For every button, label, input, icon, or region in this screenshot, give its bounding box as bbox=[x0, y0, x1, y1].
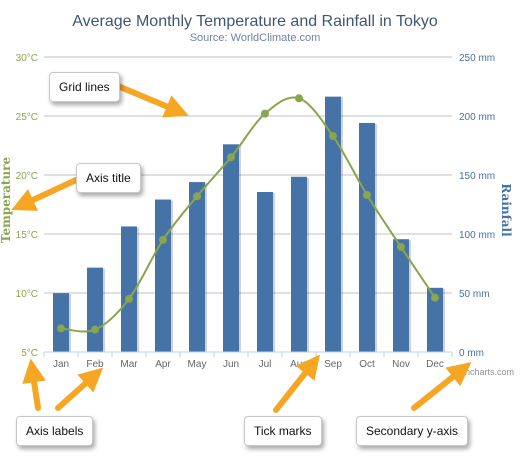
rainfall-bar bbox=[189, 182, 205, 352]
arrow-tick-marks bbox=[273, 354, 320, 413]
rainfall-bar bbox=[87, 267, 103, 352]
temperature-point bbox=[193, 192, 201, 201]
arrow-axis-labels-b bbox=[55, 367, 104, 411]
axis-layer: 5°C 0 mm 10°C 50 mm 15°C 100 mm 20°C 150 mm 25°C… bbox=[16, 53, 495, 370]
temperature-point bbox=[329, 132, 337, 141]
y-left-tick-label: 5°C bbox=[21, 348, 38, 359]
arrow-axis-title bbox=[11, 177, 79, 211]
x-tick-label: May bbox=[188, 359, 207, 370]
callout-tick-marks: Tick marks bbox=[244, 416, 322, 446]
arrow-layer bbox=[11, 83, 472, 413]
y-right-tick-label: 250 mm bbox=[459, 53, 495, 64]
x-tick-label: Oct bbox=[359, 359, 375, 370]
rainfall-bar bbox=[155, 199, 171, 352]
y-left-axis-title: Temperature bbox=[0, 157, 13, 244]
y-left-tick-label: 10°C bbox=[16, 289, 38, 300]
temperature-point bbox=[91, 325, 99, 334]
x-tick-label: Jun bbox=[223, 359, 239, 370]
y-left-tick-label: 30°C bbox=[16, 53, 38, 64]
arrow-grid-lines bbox=[115, 83, 189, 118]
x-tick-label: Jul bbox=[259, 359, 272, 370]
y-left-tick-label: 15°C bbox=[16, 230, 38, 241]
temperature-point bbox=[431, 293, 439, 302]
temperature-point bbox=[295, 94, 303, 103]
arrow-secondary-y-axis bbox=[411, 362, 472, 411]
arrow-axis-labels-a bbox=[22, 358, 47, 411]
temperature-point bbox=[159, 235, 167, 244]
x-tick-label: Nov bbox=[392, 359, 410, 370]
y-right-tick-label: 150 mm bbox=[459, 171, 495, 182]
x-tick-label: Jan bbox=[53, 359, 69, 370]
y-left-tick-label: 25°C bbox=[16, 112, 38, 123]
x-tick-label: Mar bbox=[120, 359, 138, 370]
temperature-point bbox=[363, 191, 371, 200]
y-right-tick-label: 50 mm bbox=[459, 289, 490, 300]
line-layer bbox=[57, 94, 439, 334]
temperature-point bbox=[397, 242, 405, 251]
y-right-tick-label: 200 mm bbox=[459, 112, 495, 123]
callout-grid-lines: Grid lines bbox=[49, 72, 120, 102]
callout-axis-title: Axis title bbox=[76, 163, 141, 193]
y-right-tick-label: 100 mm bbox=[459, 230, 495, 241]
rainfall-bar bbox=[393, 239, 409, 352]
chart-subtitle: Source: WorldClimate.com bbox=[190, 32, 321, 44]
y-right-axis-title: Rainfall bbox=[499, 183, 513, 237]
rainfall-bar bbox=[257, 191, 273, 352]
temperature-line bbox=[60, 96, 436, 333]
x-tick-label: Sep bbox=[324, 359, 342, 370]
rainfall-bar bbox=[121, 226, 137, 352]
credits-text: Highcharts.com bbox=[451, 367, 514, 377]
temperature-point bbox=[227, 153, 235, 162]
y-right-tick-label: 0 mm bbox=[459, 348, 484, 359]
temperature-point bbox=[57, 324, 65, 333]
rainfall-bar bbox=[427, 287, 443, 352]
temperature-point bbox=[125, 294, 133, 303]
chart-title: Average Monthly Temperature and Rainfall… bbox=[72, 13, 438, 30]
rainfall-bar bbox=[223, 144, 239, 352]
callout-axis-labels: Axis labels bbox=[16, 416, 94, 446]
x-tick-label: Apr bbox=[155, 359, 171, 370]
rainfall-bar bbox=[359, 122, 375, 352]
callout-secondary-y-axis: Secondary y-axis bbox=[356, 416, 469, 446]
temperature-point bbox=[261, 109, 269, 118]
x-tick-label: Feb bbox=[86, 359, 104, 370]
rainfall-bar bbox=[325, 96, 341, 352]
y-left-tick-label: 20°C bbox=[16, 171, 38, 182]
x-tick-label: Dec bbox=[426, 359, 444, 370]
rainfall-bar bbox=[291, 176, 307, 352]
rainfall-bar bbox=[53, 293, 69, 352]
